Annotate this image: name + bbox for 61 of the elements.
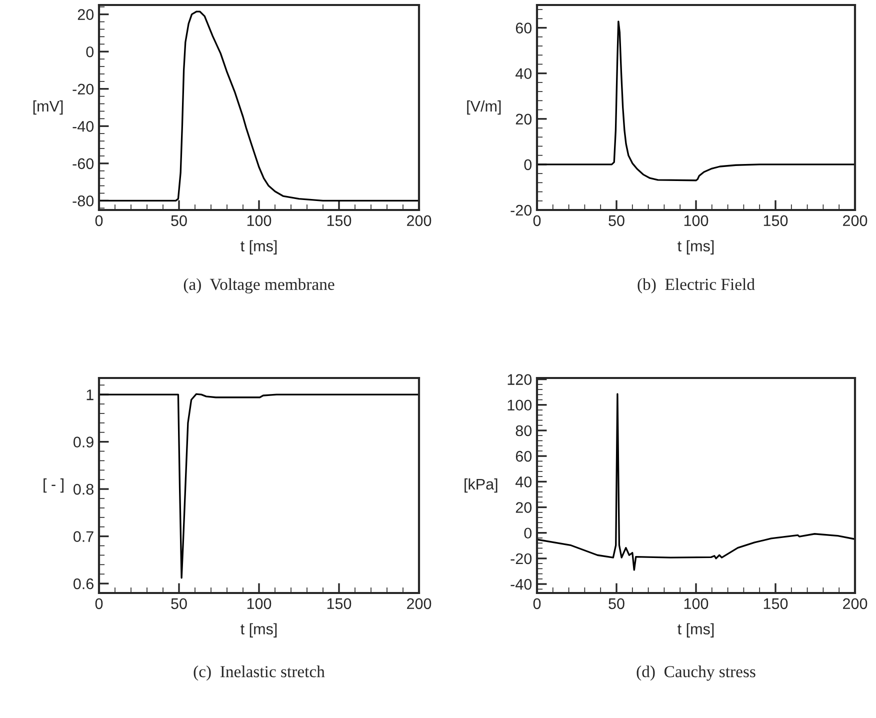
x-tick-label: 50 xyxy=(171,598,187,610)
y-tick-label: 120 xyxy=(508,374,532,385)
x-tick-label: 100 xyxy=(247,215,272,226)
y-tick-label: 40 xyxy=(516,476,532,488)
y-tick-label: -20 xyxy=(510,204,532,216)
y-tick-label: -40 xyxy=(72,121,94,132)
y-axis-title: [V/m] xyxy=(467,100,501,115)
y-tick-label: 100 xyxy=(508,400,532,411)
x-tick-label: 0 xyxy=(533,215,541,226)
y-tick-label: -20 xyxy=(72,84,94,95)
y-tick-label: -40 xyxy=(510,578,532,590)
x-axis-title: t [ms] xyxy=(678,623,714,638)
x-tick-label: 50 xyxy=(608,215,624,226)
x-axis-title: t [ms] xyxy=(240,623,277,638)
y-tick-label: -20 xyxy=(510,553,532,564)
text: (b) Electric Field xyxy=(638,278,755,294)
y-tick-label: 40 xyxy=(516,68,532,80)
y-tick-label: -80 xyxy=(72,196,94,206)
x-tick-label: 150 xyxy=(764,598,788,610)
x-tick-label: 200 xyxy=(843,215,868,226)
y-tick-label: 20 xyxy=(516,502,532,513)
x-tick-label: 0 xyxy=(95,598,103,610)
y-tick-label: 0.8 xyxy=(74,484,94,495)
y-tick-label: 1 xyxy=(86,390,94,400)
y-tick-label: 0 xyxy=(524,159,532,170)
y-axis-title: [ - ] xyxy=(44,478,64,493)
x-tick-label: 0 xyxy=(95,215,103,226)
y-tick-label: 20 xyxy=(516,114,532,125)
y-tick-label: 0.6 xyxy=(74,578,94,590)
x-tick-label: 200 xyxy=(407,598,432,610)
y-tick-label: 0 xyxy=(86,46,94,58)
x-tick-label: 0 xyxy=(533,598,541,610)
y-tick-label: 60 xyxy=(516,450,532,462)
x-tick-label: 50 xyxy=(171,215,187,226)
x-axis-title: t [ms] xyxy=(678,240,714,254)
y-tick-label: -60 xyxy=(72,158,94,170)
text: (d) Cauchy stress xyxy=(636,666,756,681)
y-axis-title: [kPa] xyxy=(464,478,498,493)
x-tick-label: 50 xyxy=(608,598,624,610)
line-series xyxy=(99,393,419,579)
x-tick-label: 150 xyxy=(327,215,352,226)
x-tick-label: 150 xyxy=(764,215,788,226)
y-tick-label: 0.9 xyxy=(74,436,94,448)
line-series xyxy=(537,20,855,182)
x-tick-label: 150 xyxy=(327,598,352,610)
x-tick-label: 200 xyxy=(843,598,868,610)
x-axis-title: t [ms] xyxy=(240,240,277,254)
text: (a) Voltage membrane xyxy=(184,278,334,294)
y-tick-label: 20 xyxy=(78,9,94,20)
x-tick-label: 200 xyxy=(407,215,432,226)
x-tick-label: 100 xyxy=(247,598,272,610)
line-series xyxy=(99,10,419,202)
y-tick-label: 60 xyxy=(516,22,532,34)
line-series xyxy=(537,393,855,571)
y-tick-label: 80 xyxy=(516,425,532,436)
x-tick-label: 100 xyxy=(684,215,708,226)
text: (c) Inelastic stretch xyxy=(194,666,325,681)
y-axis-title: [mV] xyxy=(33,100,63,115)
y-tick-label: 0 xyxy=(524,528,532,539)
x-tick-label: 100 xyxy=(684,598,708,610)
y-tick-label: 0.7 xyxy=(74,531,94,542)
